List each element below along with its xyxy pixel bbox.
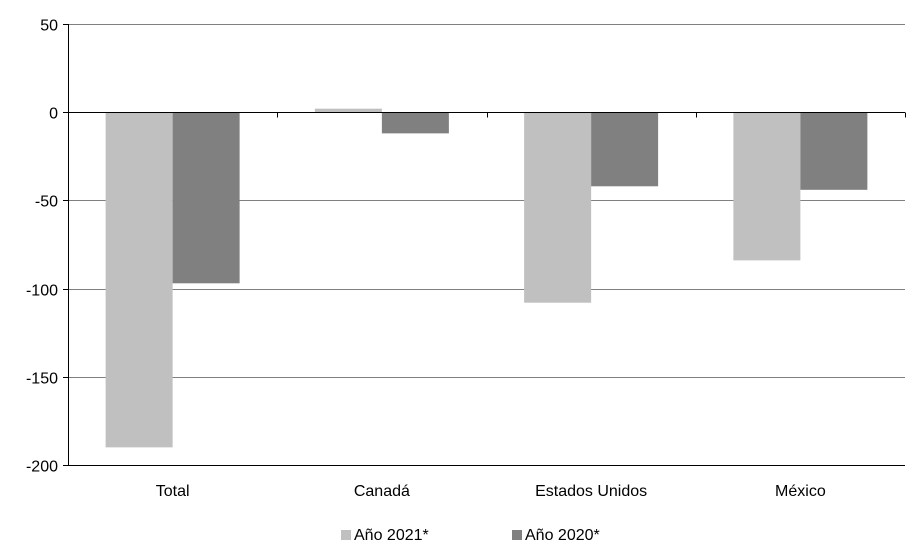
x-tick-label: Total [156,483,190,500]
y-tick-label: 50 [40,18,58,35]
x-tick-label: Estados Unidos [535,483,647,500]
bar [314,108,382,113]
legend-swatch [512,530,522,540]
x-tick-label: México [775,483,826,500]
bars [105,108,868,448]
x-tick-label: Canadá [354,483,410,500]
bar [591,112,659,187]
legend: Año 2021* Año 2020* [341,527,600,544]
y-tick-label: -200 [26,459,58,476]
bar [381,112,449,134]
y-tick-label: -150 [26,371,58,388]
bar [733,112,801,261]
bar [524,112,592,303]
x-tick-labels: Total Canadá Estados Unidos México [156,483,826,500]
y-tick-label: 0 [49,106,58,123]
legend-label: Año 2020* [525,527,600,544]
bar [172,112,240,284]
bar [105,112,173,448]
y-tick-label: -100 [26,283,58,300]
legend-label: Año 2021* [354,527,429,544]
bar [800,112,868,190]
y-tick-label: -50 [35,194,58,211]
axes [63,24,906,466]
y-tick-labels: 50 0 -50 -100 -150 -200 [26,18,58,476]
legend-swatch [341,530,351,540]
